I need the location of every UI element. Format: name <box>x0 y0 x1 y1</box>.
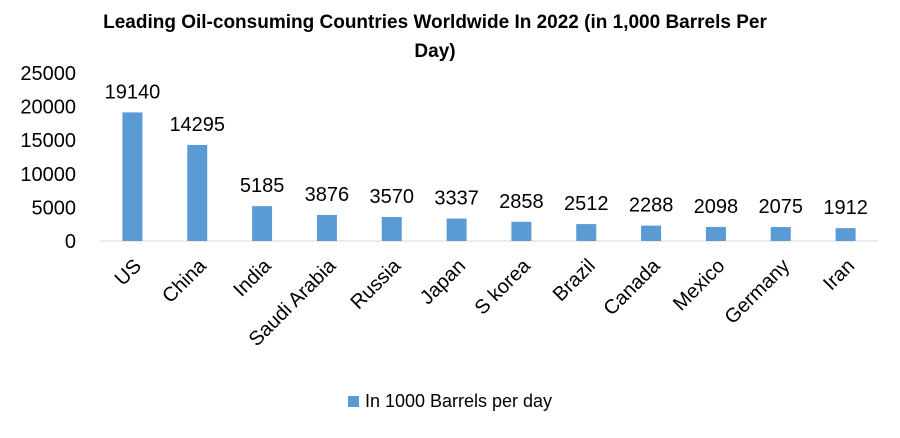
x-tick-label: India <box>229 254 276 301</box>
y-tick-label: 25000 <box>20 63 76 85</box>
bar <box>252 206 273 241</box>
x-tick-label: Iran <box>819 255 859 295</box>
x-tick-label: China <box>158 254 211 307</box>
y-tick-label: 10000 <box>20 164 76 186</box>
chart-title: Leading Oil-consuming Countries Worldwid… <box>103 12 767 62</box>
bar <box>705 226 726 241</box>
bar <box>770 227 791 241</box>
x-tick-label: Japan <box>416 255 470 309</box>
data-label: 3570 <box>370 186 415 208</box>
x-tick-label: US <box>111 255 146 290</box>
y-tick-label: 0 <box>65 231 76 253</box>
y-tick-label: 5000 <box>32 197 77 219</box>
data-label: 1912 <box>823 197 868 219</box>
y-tick-label: 15000 <box>20 130 76 152</box>
bar <box>835 228 856 241</box>
bar <box>511 221 532 241</box>
x-tick-label: Germany <box>721 255 795 329</box>
x-tick-label: Canada <box>600 254 666 320</box>
data-label: 2288 <box>629 195 674 217</box>
bar <box>381 217 402 241</box>
data-label: 19140 <box>105 81 161 103</box>
data-label: 3876 <box>305 184 350 206</box>
data-label: 2075 <box>759 196 804 218</box>
data-label: 2858 <box>499 191 544 213</box>
legend-swatch <box>347 395 359 407</box>
bar <box>641 225 662 241</box>
bar <box>122 112 143 241</box>
data-label: 3337 <box>434 188 479 210</box>
data-label: 14295 <box>169 114 225 136</box>
legend-label: In 1000 Barrels per day <box>364 390 553 411</box>
data-label: 2098 <box>694 196 739 218</box>
bar <box>576 224 597 241</box>
x-tick-label: Mexico <box>669 255 729 315</box>
data-label: 5185 <box>240 175 285 197</box>
data-label: 2512 <box>564 193 609 215</box>
bar <box>316 214 337 241</box>
y-tick-label: 20000 <box>20 97 76 119</box>
bar <box>187 144 208 241</box>
x-tick-label: S korea <box>471 254 536 319</box>
bar <box>446 218 467 241</box>
legend: In 1000 Barrels per day <box>0 390 900 412</box>
x-tick-label: Brazil <box>549 255 600 306</box>
x-tick-label: Russia <box>346 254 405 313</box>
